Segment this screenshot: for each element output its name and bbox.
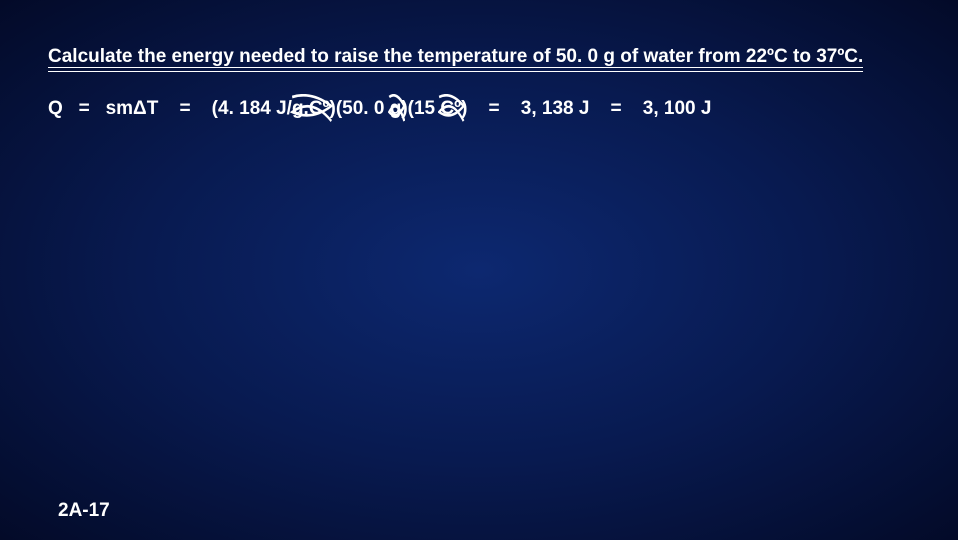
eq-unit-c: Cº [440, 98, 461, 119]
eq-equals-3: = [489, 98, 500, 119]
slide-number: 2A-17 [58, 500, 110, 522]
eq-var-q: Q [48, 98, 63, 119]
eq-open1: (4. 184 J/ [212, 98, 292, 119]
eq-equals-2: = [179, 98, 190, 119]
eq-equals-1: = [79, 98, 90, 119]
eq-strike-g: g [390, 98, 402, 120]
eq-mid1: )(50. 0 [330, 98, 390, 119]
problem-underline: Calculate the energy needed to raise the… [48, 45, 863, 72]
eq-formula: smΔT [106, 98, 159, 119]
eq-unit-gc: g.Cº [292, 98, 330, 119]
eq-result1: 3, 138 J [521, 98, 590, 119]
slide-container: Calculate the energy needed to raise the… [0, 0, 958, 540]
eq-strike-c: Cº [440, 98, 461, 120]
eq-unit-g: g [390, 98, 402, 119]
eq-close: ) [461, 98, 467, 119]
eq-strike-gc: g.Cº [292, 98, 330, 120]
equation-line: Q = smΔT = (4. 184 J/g.Cº)(50. 0 g)(15 C… [48, 98, 910, 120]
eq-equals-4: = [611, 98, 622, 119]
eq-result2: 3, 100 J [643, 98, 712, 119]
problem-statement: Calculate the energy needed to raise the… [48, 46, 863, 68]
eq-mid2: )(15 [401, 98, 440, 119]
